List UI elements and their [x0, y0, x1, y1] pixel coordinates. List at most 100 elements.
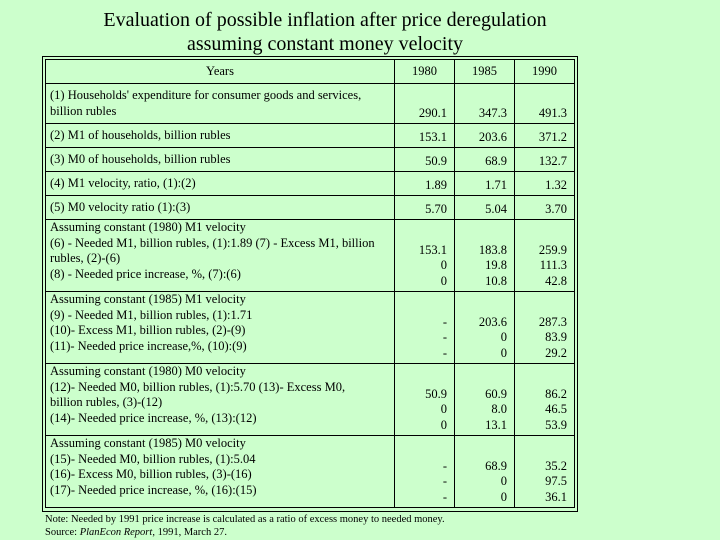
- value-line: 36.1: [545, 489, 567, 504]
- row-label: Assuming constant (1980) M1 velocity (6) …: [45, 219, 395, 292]
- table-row: (3) M0 of households, billion rubles 50.9…: [45, 147, 575, 172]
- value-line: 203.6: [478, 314, 507, 329]
- value-cell: 203.6: [454, 123, 515, 148]
- row-label-line: (9) - Needed M1, billion rubles, (1):1.7…: [50, 307, 253, 322]
- table-body: (1) Households' expenditure for consumer…: [45, 83, 575, 508]
- table-row: Assuming constant (1980) M1 velocity (6) …: [45, 219, 575, 292]
- row-label-line: (16)- Excess M0, billion rubles, (3)-(16…: [50, 467, 252, 481]
- value-line: 60.9: [485, 386, 507, 401]
- value-cell: 153.1: [394, 123, 455, 148]
- value-cell: 1.71: [454, 171, 515, 196]
- row-label-line: (6) - Needed M1, billion rubles, (1):1.8…: [50, 235, 375, 250]
- value-line: 203.6: [478, 129, 507, 144]
- row-label-line: (11)- Needed price increase,%, (10):(9): [50, 338, 247, 353]
- value-line: 50.9: [425, 386, 447, 401]
- value-line: 97.5: [545, 474, 567, 488]
- row-label-line: (5) M0 velocity ratio (1):(3): [50, 199, 191, 214]
- value-line: 0: [500, 489, 507, 504]
- row-label-line: (17)- Needed price increase, %, (16):(15…: [50, 482, 257, 497]
- value-cell: 491.3: [514, 83, 575, 124]
- value-line: 68.9: [485, 458, 507, 473]
- value-cell: 132.7: [514, 147, 575, 172]
- row-label-line: billion rubles, (3)-(12): [50, 395, 163, 409]
- value-line: 259.9: [538, 242, 567, 257]
- row-label: (1) Households' expenditure for consumer…: [45, 83, 395, 124]
- value-cell: 1.32: [514, 171, 575, 196]
- value-line: 53.9: [545, 417, 567, 432]
- table-row: (5) M0 velocity ratio (1):(3) 5.70 5.04 3.7…: [45, 195, 575, 220]
- value-line: 491.3: [538, 105, 567, 120]
- row-label: (4) M1 velocity, ratio, (1):(2): [45, 171, 395, 196]
- value-line: 347.3: [478, 105, 507, 120]
- header-1985: 1985: [454, 59, 515, 84]
- row-label-line: billion rubles: [50, 103, 117, 118]
- source-text: Source: PlanEcon Report, 1991, March 27.: [45, 526, 227, 538]
- value-line: -: [442, 489, 447, 504]
- header-row: Years 1980 1985 1990: [45, 59, 575, 84]
- value-line: 19.8: [485, 258, 507, 272]
- value-line: 287.3: [538, 314, 567, 329]
- table-frame: [42, 56, 578, 512]
- row-label-line: Assuming constant (1980) M1 velocity: [50, 220, 246, 234]
- title-line-2: assuming constant money velocity: [186, 33, 464, 55]
- source-title: PlanEcon Report: [79, 526, 153, 538]
- value-cell: 68.9: [454, 147, 515, 172]
- value-line: 0: [440, 273, 447, 288]
- value-cell: 60.9 8.0 13.1: [454, 363, 515, 436]
- row-label-line: Assuming constant (1980) M0 velocity: [50, 364, 246, 378]
- value-line: 0: [440, 258, 447, 272]
- value-line: 50.9: [425, 153, 447, 168]
- value-cell: ---: [394, 291, 455, 364]
- value-cell: 35.2 97.5 36.1: [514, 435, 575, 508]
- row-label: (5) M0 velocity ratio (1):(3): [45, 195, 395, 220]
- value-line: 0: [500, 330, 507, 344]
- value-cell: 50.9: [394, 147, 455, 172]
- value-line: 1.71: [485, 177, 507, 192]
- value-line: 46.5: [545, 402, 567, 416]
- value-cell: 5.70: [394, 195, 455, 220]
- value-line: 0: [440, 417, 447, 432]
- value-cell: 290.1: [394, 83, 455, 124]
- value-line: 290.1: [418, 105, 447, 120]
- value-line: 5.04: [485, 201, 507, 216]
- title-line-1: Evaluation of possible inflation after p…: [103, 9, 547, 31]
- inflation-table: Years 1980 1985 1990 (1) Households' exp…: [45, 59, 575, 508]
- value-cell: 1.89: [394, 171, 455, 196]
- row-label: (2) M1 of households, billion rubles: [45, 123, 395, 148]
- table-row: Assuming constant (1980) M0 velocity (12)…: [45, 363, 575, 436]
- value-cell: 5.04: [454, 195, 515, 220]
- row-label-line: (10)- Excess M1, billion rubles, (2)-(9): [50, 323, 246, 337]
- value-cell: 259.9 111.3 42.8: [514, 219, 575, 292]
- value-line: 5.70: [425, 201, 447, 216]
- value-line: -: [442, 314, 447, 329]
- value-line: 3.70: [545, 201, 567, 216]
- value-line: -: [442, 458, 447, 473]
- row-label-line: (15)- Needed M0, billion rubles, (1):5.0…: [50, 451, 256, 466]
- row-label-line: (2) M1 of households, billion rubles: [50, 127, 231, 142]
- value-cell: 3.70: [514, 195, 575, 220]
- value-line: 153.1: [418, 242, 447, 257]
- row-label-line: rubles, (2)-(6): [50, 251, 121, 265]
- value-line: 35.2: [545, 458, 567, 473]
- row-label-line: (8) - Needed price increase, %, (7):(6): [50, 266, 241, 281]
- table-row: (1) Households' expenditure for consumer…: [45, 83, 575, 124]
- value-cell: 371.2: [514, 123, 575, 148]
- value-line: 86.2: [545, 386, 567, 401]
- value-cell: 50.9 0 0: [394, 363, 455, 436]
- value-cell: ---: [394, 435, 455, 508]
- value-line: -: [442, 330, 447, 344]
- table-row: (4) M1 velocity, ratio, (1):(2) 1.89 1.71 1…: [45, 171, 575, 196]
- value-line: 0: [500, 345, 507, 360]
- value-line: 83.9: [545, 330, 567, 344]
- row-label: (3) M0 of households, billion rubles: [45, 147, 395, 172]
- row-label-line: (1) Households' expenditure for consumer…: [50, 88, 362, 102]
- value-line: 29.2: [545, 345, 567, 360]
- page-title: Evaluation of possible inflation after p…: [0, 8, 650, 56]
- footnote: Note: Needed by 1991 price increase is c…: [45, 514, 445, 539]
- table-row: (2) M1 of households, billion rubles 153.…: [45, 123, 575, 148]
- value-line: 0: [440, 402, 447, 416]
- value-line: 183.8: [478, 242, 507, 257]
- row-label-line: (12)- Needed M0, billion rubles, (1):5.7…: [50, 379, 346, 394]
- value-cell: 86.2 46.5 53.9: [514, 363, 575, 436]
- note-text: Note: Needed by 1991 price increase is c…: [45, 514, 445, 525]
